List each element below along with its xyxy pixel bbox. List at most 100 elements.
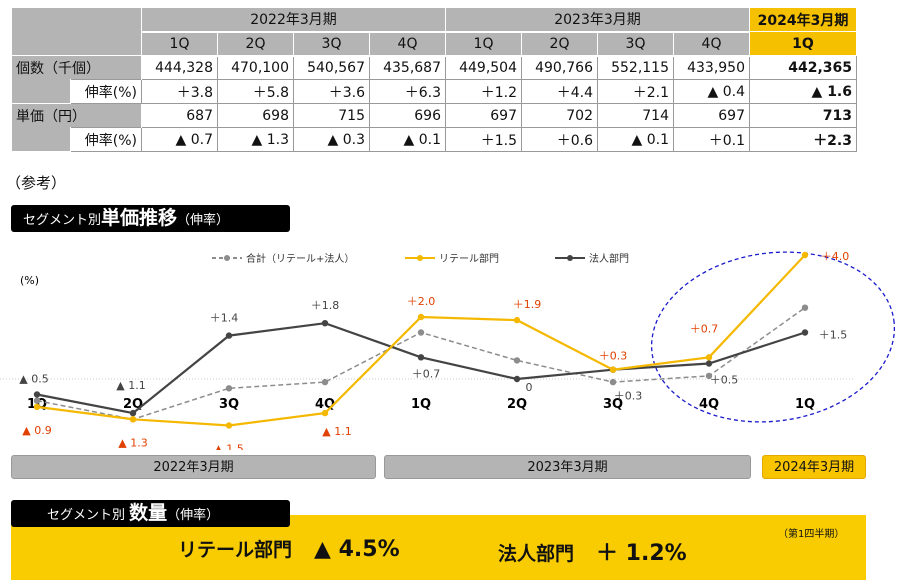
highlight-ellipse	[650, 251, 896, 423]
data-label: ▲ 1.5	[214, 443, 243, 451]
legend-label: 合計（リテール+法人）	[246, 252, 354, 265]
period-header: 2022年3月期	[141, 7, 446, 33]
data-point	[609, 378, 617, 386]
table-cell: ＋0.1	[673, 127, 750, 152]
table-cell: 715	[293, 103, 370, 128]
period-header-current: 2024年3月期	[749, 7, 857, 32]
data-point	[801, 304, 809, 311]
price-chart-title: セグメント別単価推移（伸率）	[11, 205, 290, 232]
data-label: ＋0.7	[690, 322, 719, 335]
quarter-header: 1Q	[749, 31, 857, 56]
table-row: 単価（円） 687 698 715 696 697 702 714 697 713	[11, 103, 857, 128]
table-cell: ▲ 1.6	[749, 79, 857, 104]
x-tick-label: 3Q	[603, 397, 623, 412]
x-tick-label: 2Q	[507, 397, 527, 412]
data-label: ▲ 1.1	[322, 425, 351, 438]
volume-note: （第1四半期）	[778, 529, 845, 540]
row-sublabel: 伸率(%)	[70, 127, 142, 152]
data-label: ＋1.5	[819, 329, 848, 342]
data-point	[33, 403, 41, 411]
table-cell: 435,687	[369, 55, 446, 80]
legend-marker	[224, 255, 230, 261]
table-corner	[11, 7, 142, 56]
data-point	[513, 357, 521, 364]
data-label: ＋0.5	[710, 374, 739, 387]
table-cell: ▲ 0.1	[369, 127, 446, 152]
data-label: ＋0.3	[599, 350, 628, 363]
legend-label: リテール部門	[439, 252, 499, 265]
row-label: 単価（円）	[11, 103, 142, 128]
table-cell: 540,567	[293, 55, 370, 80]
table-cell: 697	[445, 103, 522, 128]
table-cell: ＋3.8	[141, 79, 218, 104]
quarterly-table: 2022年3月期 2023年3月期 2024年3月期 1Q 2Q 3Q 4Q 1Q 2Q 3…	[11, 7, 857, 152]
quarter-header: 3Q	[597, 31, 674, 57]
data-label: ＋2.0	[407, 295, 436, 308]
x-tick-label: 4Q	[699, 397, 719, 412]
x-tick-label: 2Q	[123, 397, 143, 412]
table-cell: ＋2.3	[749, 127, 857, 152]
x-tick-label: 3Q	[219, 397, 239, 412]
quarter-header: 1Q	[141, 31, 218, 57]
table-cell: ＋5.8	[217, 79, 294, 104]
reference-note: （参考）	[6, 174, 67, 192]
data-label: ＋0.7	[412, 367, 441, 380]
legend-marker	[417, 255, 423, 261]
data-label: ＋1.9	[513, 298, 542, 311]
table-row: 伸率(%) ＋3.8 ＋5.8 ＋3.6 ＋6.3 ＋1.2 ＋4.4 ＋2.1 ▲ 0.4 ▲ …	[11, 79, 857, 104]
row-label-spacer	[11, 79, 71, 104]
table-cell: 470,100	[217, 55, 294, 80]
data-label: ▲ 1.3	[118, 436, 147, 449]
data-point	[705, 354, 713, 361]
quarter-header: 2Q	[521, 31, 598, 57]
table-cell: ▲ 1.3	[217, 127, 294, 152]
data-point	[705, 372, 713, 380]
quarter-header: 3Q	[293, 31, 370, 57]
data-label: ＋0.3	[614, 390, 643, 403]
volume-title: セグメント別 数量（伸率）	[11, 500, 290, 527]
row-label-spacer	[11, 127, 71, 152]
row-sublabel: 伸率(%)	[70, 79, 142, 104]
table-cell: 490,766	[521, 55, 598, 80]
period-bar-2022: 2022年3月期	[11, 455, 376, 479]
table-cell: ▲ 0.1	[597, 127, 674, 152]
table-cell: 714	[597, 103, 674, 128]
table-cell: 697	[673, 103, 750, 128]
data-point	[129, 409, 137, 417]
table-cell: ＋3.6	[293, 79, 370, 104]
table-cell: 444,328	[141, 55, 218, 80]
data-point	[801, 251, 809, 259]
y-axis-unit: (%)	[20, 274, 39, 287]
data-label: ▲ 1.1	[116, 379, 145, 392]
data-label: ▲ 0.9	[22, 424, 51, 437]
period-bar-2023: 2023年3月期	[384, 455, 751, 479]
data-point	[705, 360, 713, 367]
table-cell: ＋2.1	[597, 79, 674, 104]
table-cell: ＋1.5	[445, 127, 522, 152]
data-point	[321, 409, 329, 417]
quarter-header: 4Q	[369, 31, 446, 57]
data-point	[321, 320, 329, 327]
table-cell: ▲ 0.7	[141, 127, 218, 152]
data-label: 0	[526, 381, 533, 394]
table-cell: 442,365	[749, 55, 857, 80]
table-row: 個数（千個） 444,328 470,100 540,567 435,687 449,50…	[11, 55, 857, 80]
table-cell: 449,504	[445, 55, 522, 80]
quarter-header: 2Q	[217, 31, 294, 57]
table-cell: 433,950	[673, 55, 750, 80]
corp-volume: 法人部門＋ 1.2%	[498, 541, 687, 566]
data-label: ▲ 0.5	[19, 373, 48, 386]
period-bar-2024: 2024年3月期	[762, 455, 866, 479]
quarter-header: 1Q	[445, 31, 522, 57]
table-cell: ＋1.2	[445, 79, 522, 104]
data-point	[33, 391, 41, 398]
data-point	[801, 329, 809, 336]
table-cell: 713	[749, 103, 857, 128]
data-point	[129, 416, 137, 423]
data-point	[417, 313, 425, 321]
legend-label: 法人部門	[589, 252, 629, 265]
data-point	[225, 332, 233, 339]
table-row: 伸率(%) ▲ 0.7 ▲ 1.3 ▲ 0.3 ▲ 0.1 ＋1.5 ＋0.6 ▲ 0.1 ＋0…	[11, 127, 857, 152]
table-cell: ▲ 0.3	[293, 127, 370, 152]
table-cell: 698	[217, 103, 294, 128]
